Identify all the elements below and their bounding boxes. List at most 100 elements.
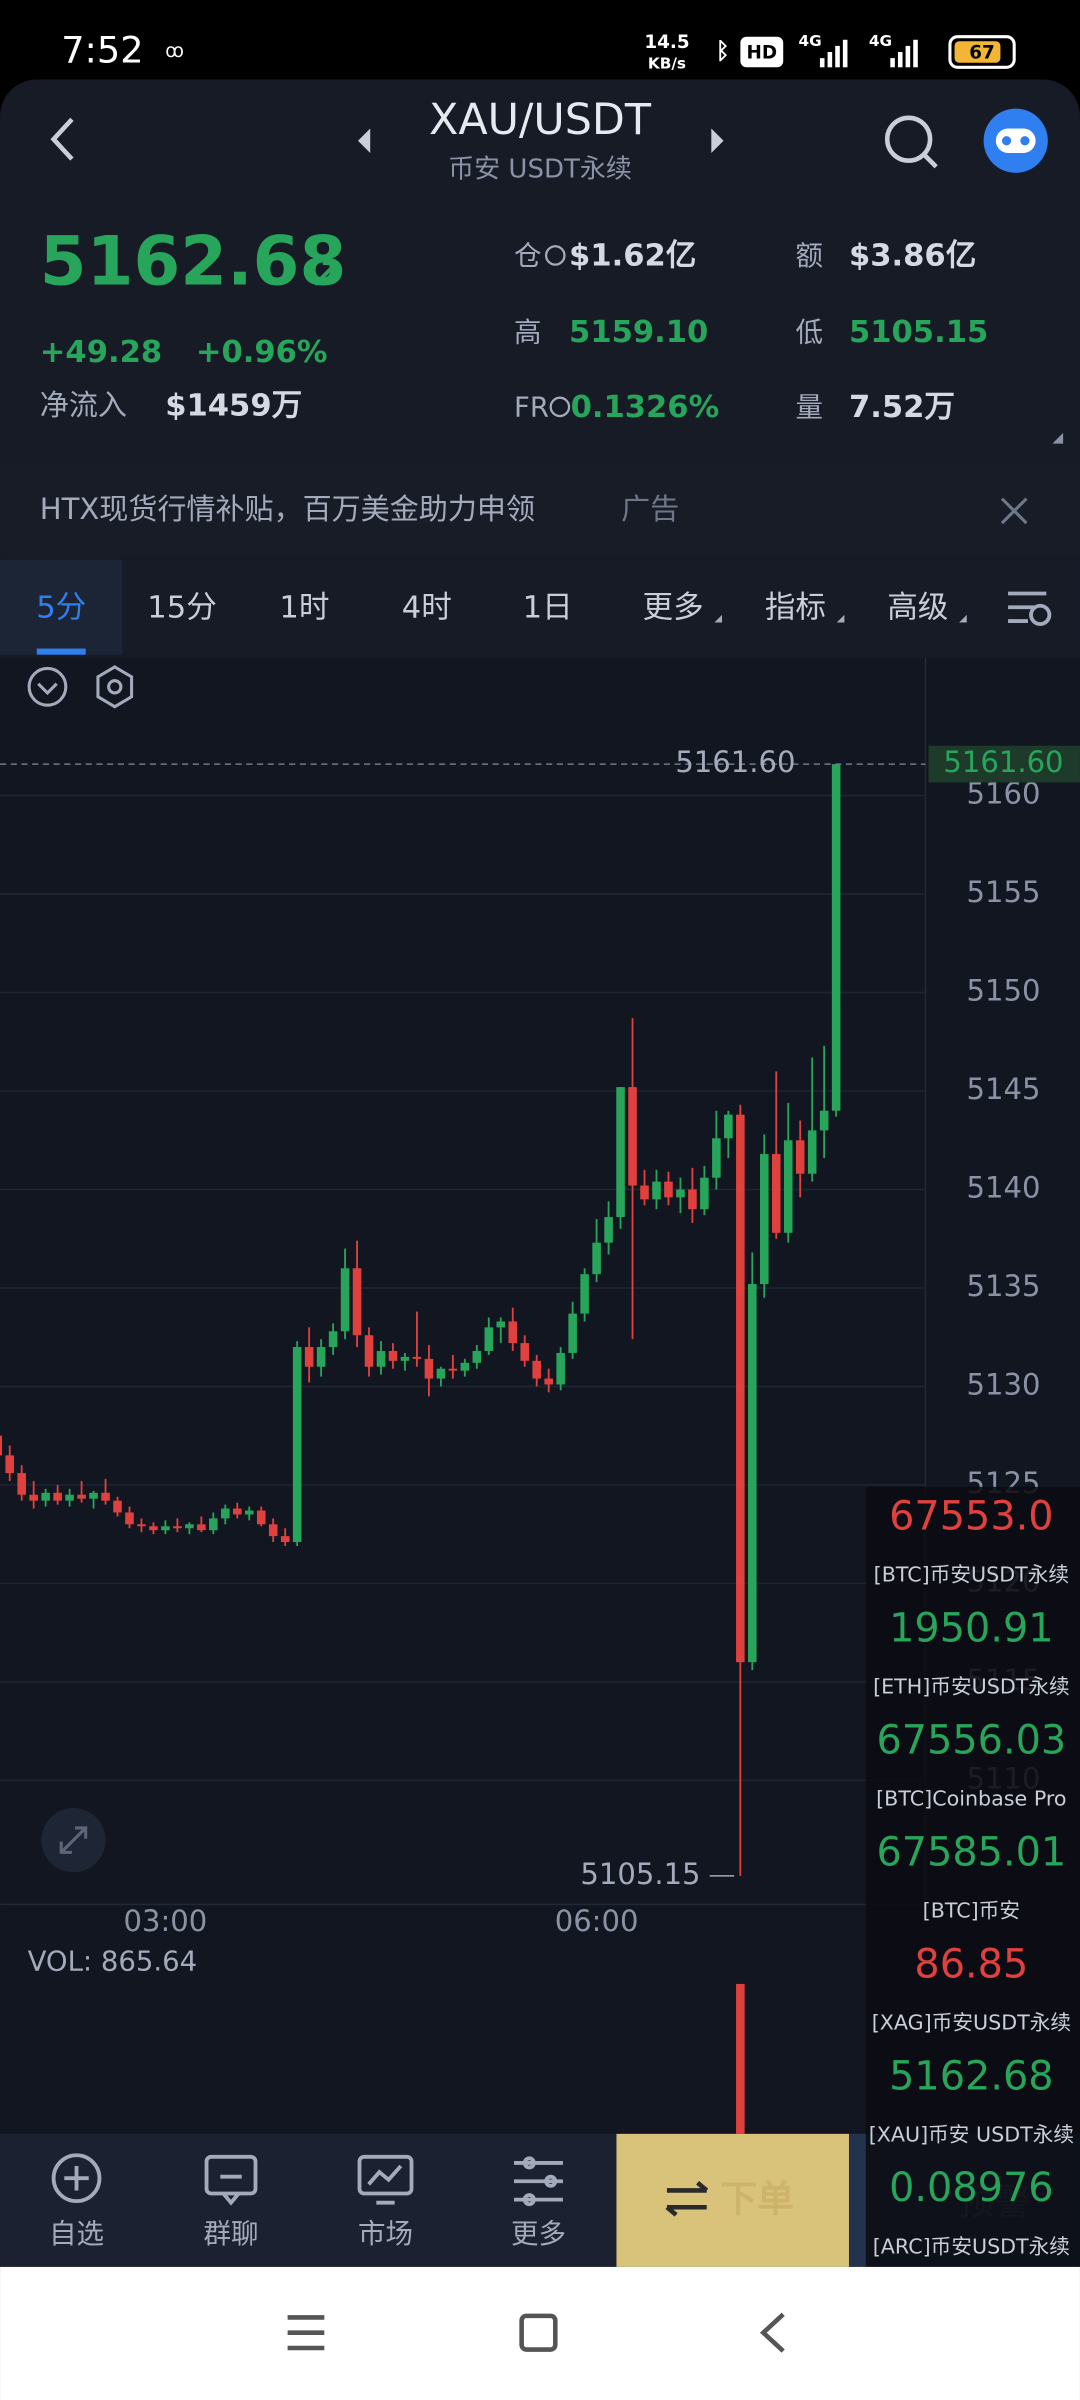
- candle-body: [508, 1321, 518, 1344]
- banner-close[interactable]: [1000, 497, 1028, 525]
- candle-body: [316, 1347, 326, 1367]
- timeframe-tab[interactable]: 1时: [279, 590, 329, 625]
- candle-body: [268, 1524, 278, 1537]
- ticker-name[interactable]: [ETH]币安USDT永续: [873, 1674, 1070, 1698]
- turnover-value: $3.86亿: [849, 238, 976, 273]
- settings-icon[interactable]: [1008, 591, 1052, 627]
- candle-body: [0, 1435, 3, 1456]
- candle-body: [472, 1350, 482, 1363]
- assistant-eye: [1001, 136, 1012, 146]
- back-button[interactable]: [50, 117, 74, 161]
- nav-label[interactable]: 群聊: [203, 2218, 258, 2250]
- dropdown-mark: [836, 614, 845, 623]
- order-icon: [665, 2181, 709, 2217]
- candle-body: [340, 1268, 350, 1332]
- candle-body: [161, 1526, 170, 1531]
- volume-value: 7.52万: [849, 390, 955, 425]
- chart-settings[interactable]: [96, 665, 134, 709]
- prev-pair[interactable]: [357, 128, 371, 153]
- menu-key[interactable]: [287, 2315, 325, 2351]
- timeframe-tab[interactable]: 更多: [642, 590, 703, 625]
- ticker-name[interactable]: [BTC]币安: [923, 1898, 1020, 1922]
- search-button[interactable]: [884, 115, 933, 163]
- timeframe-tab[interactable]: 15分: [147, 590, 217, 625]
- candle-body: [209, 1518, 218, 1531]
- net-speed-unit: KB/s: [648, 55, 686, 73]
- ticker-price[interactable]: 86.85: [914, 1941, 1028, 1987]
- timeframe-tab[interactable]: 指标: [765, 590, 826, 625]
- low-value: 5105.15: [849, 315, 988, 350]
- banner[interactable]: [0, 461, 1080, 557]
- tab-bar: [0, 559, 1080, 655]
- timeframe-tab[interactable]: 1日: [523, 590, 573, 625]
- candle-body: [831, 764, 841, 1111]
- info-icon[interactable]: [549, 396, 571, 418]
- nav-label[interactable]: 市场: [358, 2218, 413, 2250]
- ticker-name[interactable]: [BTC]币安USDT永续: [874, 1563, 1069, 1587]
- candle-body: [496, 1321, 506, 1328]
- pair-title[interactable]: XAU/USDT: [429, 95, 652, 145]
- order-label[interactable]: 下单: [721, 2178, 794, 2221]
- candle-body: [53, 1492, 62, 1501]
- ticker-price[interactable]: 1950.91: [889, 1605, 1053, 1651]
- ticker-price[interactable]: 67556.03: [876, 1717, 1066, 1763]
- timeframe-tab[interactable]: 4时: [402, 590, 452, 625]
- search-handle: [922, 152, 938, 169]
- active-tab-bg: [0, 559, 123, 655]
- back-key[interactable]: [759, 2312, 785, 2353]
- price-change: +49.28: [40, 335, 162, 370]
- candle-body: [5, 1455, 15, 1474]
- ticker-name[interactable]: [BTC]Coinbase Pro: [876, 1786, 1066, 1810]
- oi-value: $1.62亿: [569, 238, 696, 273]
- home-key[interactable]: [519, 2313, 558, 2352]
- candle-body: [244, 1510, 254, 1515]
- timeframe-tab[interactable]: 5分: [36, 590, 86, 625]
- candle-body: [388, 1350, 398, 1361]
- ticker-overlay: [865, 1486, 1080, 2267]
- ticker-name[interactable]: [XAU]币安 USDT永续: [869, 2122, 1074, 2146]
- ticker-price[interactable]: 67585.01: [876, 1829, 1066, 1875]
- ticker-price[interactable]: 67553.0: [889, 1493, 1053, 1539]
- candle-body: [185, 1524, 194, 1529]
- candle-body: [556, 1352, 565, 1385]
- volume-bar-decor: [736, 1983, 745, 2134]
- candle-body: [292, 1347, 302, 1543]
- inflow-value: $1459万: [165, 388, 302, 423]
- nav-label[interactable]: 更多: [511, 2218, 566, 2250]
- status-icon: ꝏ: [165, 41, 184, 62]
- network-type: 4G: [869, 32, 892, 50]
- y-tick-label: 5155: [967, 875, 1041, 909]
- candle-body: [640, 1185, 649, 1200]
- up-arrow: [313, 261, 339, 286]
- candle-body: [424, 1358, 434, 1379]
- candle-body: [712, 1138, 721, 1178]
- ticker-price[interactable]: 5162.68: [889, 2053, 1053, 2099]
- ticker-name[interactable]: [ARC]币安USDT永续: [873, 2234, 1070, 2258]
- candle-body: [604, 1217, 613, 1243]
- candle-body: [688, 1189, 697, 1210]
- fullscreen-icon: [59, 1826, 88, 1854]
- next-pair[interactable]: [711, 128, 724, 153]
- candle-body: [759, 1154, 769, 1285]
- candle-body: [304, 1347, 314, 1367]
- active-tab-indicator: [36, 648, 86, 655]
- y-tick-label: 5140: [967, 1170, 1041, 1204]
- hd-badge: [740, 36, 784, 68]
- order-button[interactable]: [616, 2133, 849, 2267]
- candle-body: [173, 1526, 182, 1529]
- banner-tag: 广告: [621, 492, 679, 526]
- nav-label[interactable]: 自选: [49, 2218, 104, 2250]
- timeframe-tab[interactable]: 高级: [887, 590, 948, 625]
- info-icon[interactable]: [544, 245, 566, 266]
- y-tick-label: 5130: [967, 1367, 1041, 1401]
- banner-text[interactable]: HTX现货行情补贴，百万美金助力申领: [40, 492, 535, 526]
- x-tick-label: 03:00: [124, 1904, 208, 1938]
- candle-body: [77, 1494, 86, 1499]
- assistant-eye: [1020, 136, 1030, 146]
- candle-body: [436, 1368, 446, 1379]
- ticker-name[interactable]: [XAG]币安USDT永续: [872, 2010, 1071, 2034]
- ticker-price[interactable]: 0.08976: [889, 2165, 1053, 2211]
- collapse-button[interactable]: [27, 666, 68, 707]
